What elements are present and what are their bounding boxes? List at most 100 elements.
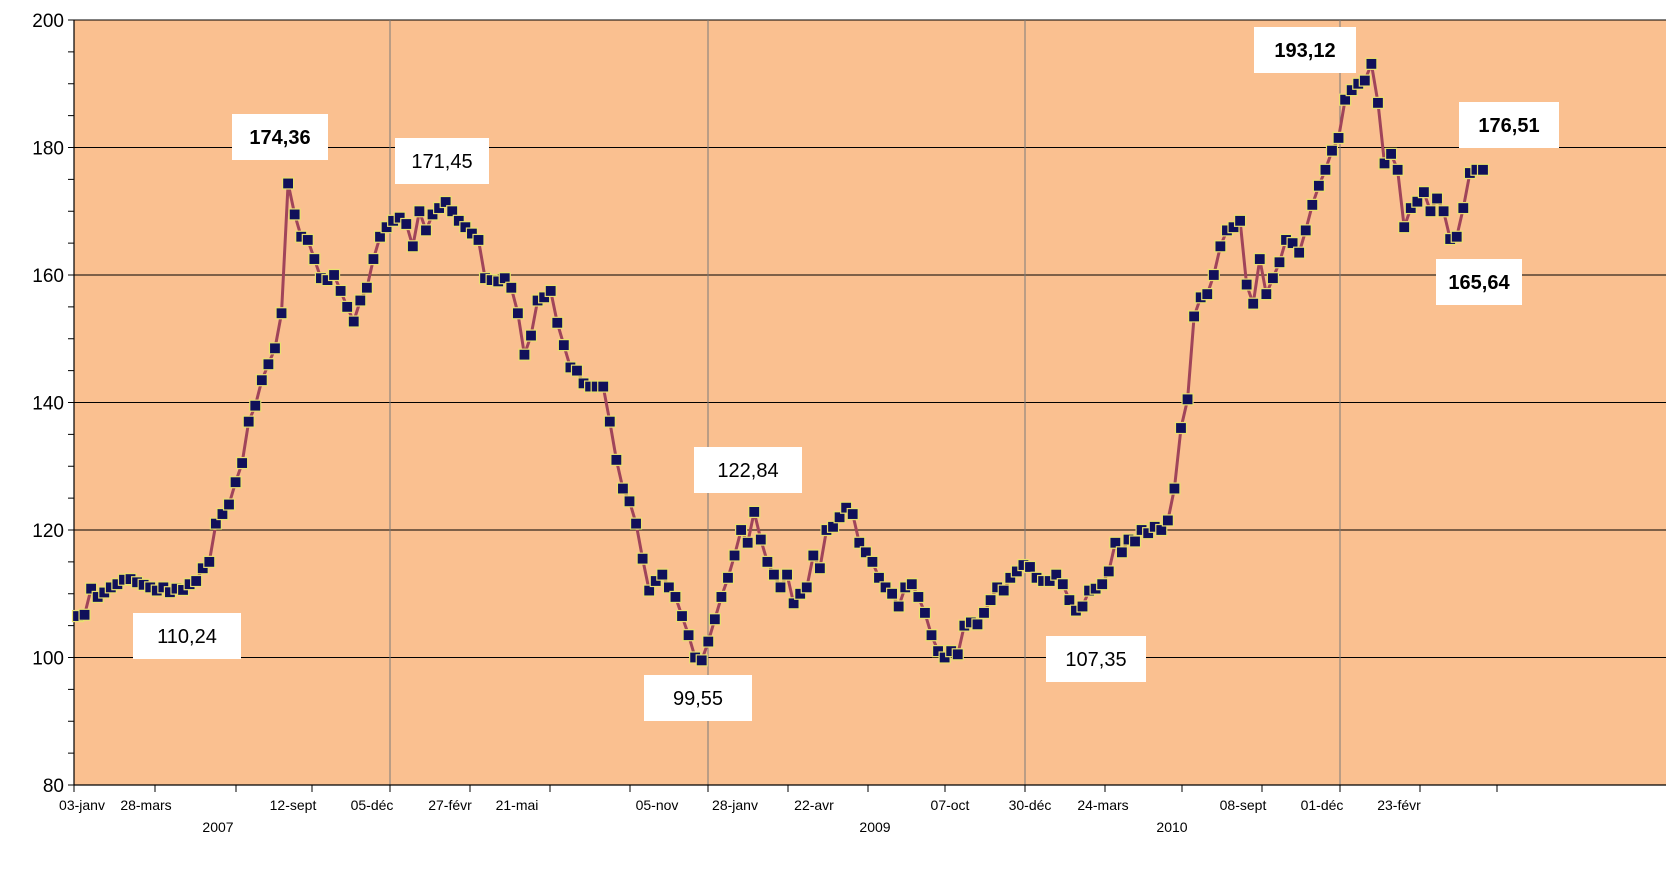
data-point [419, 224, 433, 237]
data-point [301, 233, 314, 247]
y-tick-marks [68, 19, 74, 786]
data-point [373, 230, 387, 243]
data-point [728, 549, 741, 562]
data-point [360, 281, 373, 294]
data-point [459, 221, 472, 234]
data-point [1227, 221, 1240, 234]
data-point [1247, 297, 1260, 310]
data-point [498, 272, 511, 285]
data-point [1076, 600, 1089, 613]
annotation-box [694, 447, 802, 493]
data-point [597, 380, 610, 393]
data-point [1430, 192, 1444, 205]
data-point [216, 507, 229, 521]
data-point [1102, 565, 1115, 578]
data-point [813, 562, 826, 575]
x-tick-label: 21-mai [496, 797, 539, 813]
data-point [1096, 578, 1109, 591]
data-point [538, 291, 551, 304]
data-point [334, 284, 347, 298]
data-point [997, 584, 1010, 597]
x-tick-label: 22-avr [794, 797, 834, 813]
data-point [400, 217, 413, 231]
year-labels: 2007 2009 2010 [202, 819, 1187, 835]
data-point [951, 648, 964, 661]
data-point [1043, 574, 1056, 588]
data-point [1306, 198, 1319, 211]
data-point [735, 523, 748, 537]
data-point [1004, 571, 1017, 584]
data-point [846, 507, 859, 521]
data-point [1168, 482, 1181, 495]
annotation-box [644, 675, 752, 721]
data-point [1286, 237, 1299, 250]
data-point [380, 221, 393, 234]
y-tick-label: 100 [32, 649, 64, 670]
data-point [1450, 230, 1463, 243]
annotation-box [133, 613, 241, 659]
data-point [242, 415, 255, 428]
annotation-box [1254, 27, 1356, 73]
annotation-box [232, 114, 328, 160]
data-point [557, 339, 570, 352]
annotation-box [1436, 259, 1522, 305]
data-point [341, 300, 354, 313]
data-point [570, 364, 584, 377]
annotation-label: 165,64 [1448, 272, 1510, 294]
annotations: 174,36 171,45 110,24 99,55 122,84 107,35 193,1… [133, 27, 1559, 721]
data-point [682, 629, 695, 642]
data-point [918, 606, 932, 619]
data-point [774, 581, 787, 594]
data-point [649, 574, 662, 588]
data-point [1155, 523, 1168, 537]
data-point [1128, 535, 1142, 548]
annotation-box [1459, 102, 1559, 148]
data-point [1404, 201, 1417, 215]
data-point [1023, 560, 1037, 574]
annotation-label: 122,84 [717, 460, 778, 482]
data-point [452, 214, 465, 227]
data-point [439, 195, 452, 209]
data-point [1339, 93, 1352, 106]
data-point [1476, 163, 1490, 176]
data-point [616, 482, 630, 495]
data-point [551, 316, 564, 329]
data-point [1365, 57, 1378, 70]
data-point [748, 505, 761, 518]
data-point [669, 590, 682, 604]
data-point [1332, 131, 1345, 145]
data-point [472, 233, 485, 247]
data-point [393, 211, 406, 224]
data-point [636, 552, 649, 565]
data-point [1115, 546, 1129, 559]
data-point [807, 549, 820, 562]
annotation-label: 171,45 [411, 151, 472, 173]
data-point [1063, 594, 1076, 607]
data-point [800, 581, 813, 594]
data-point [1391, 163, 1404, 176]
data-point [1319, 163, 1332, 176]
data-point [78, 608, 91, 621]
x-tick-marks [73, 785, 1498, 792]
data-point [610, 453, 623, 466]
data-point [308, 252, 321, 266]
annotation-label: 176,51 [1478, 115, 1539, 137]
data-point [925, 629, 938, 642]
series-markers [71, 57, 1490, 667]
data-point [275, 307, 288, 320]
data-point [1181, 393, 1194, 406]
data-point [505, 281, 518, 294]
x-tick-label: 28-mars [120, 797, 171, 813]
data-point [1437, 205, 1450, 218]
annotation-label: 174,36 [249, 127, 310, 149]
data-point [702, 635, 715, 648]
data-point [886, 587, 899, 600]
data-point [741, 536, 754, 549]
data-point [872, 571, 886, 584]
data-point [984, 594, 997, 607]
annotation-label: 110,24 [157, 626, 217, 648]
data-point [938, 651, 951, 664]
data-point [603, 415, 616, 428]
data-point [1384, 147, 1398, 160]
data-point [1417, 186, 1431, 199]
